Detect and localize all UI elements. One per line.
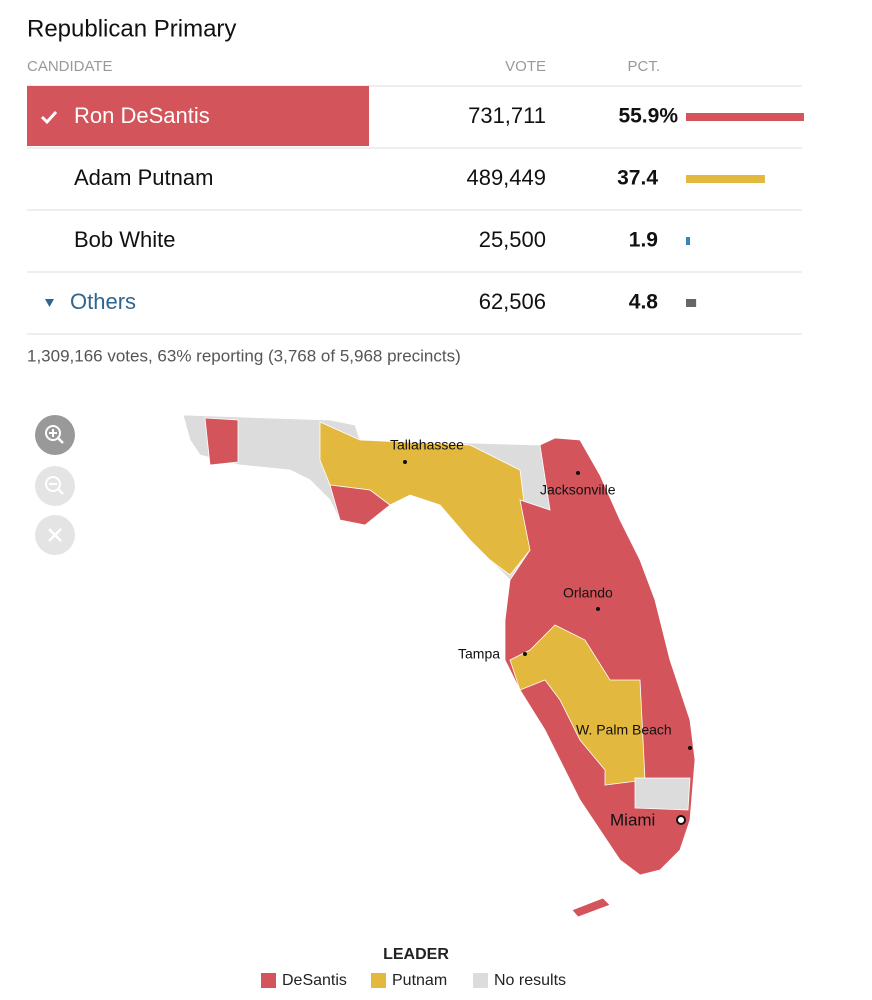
legend-title: LEADER bbox=[383, 946, 449, 963]
vote-count: 731,711 bbox=[468, 103, 546, 128]
legend-swatch bbox=[371, 973, 386, 988]
footnote: 1,309,166 votes, 63% reporting (3,768 of… bbox=[27, 346, 461, 365]
zoom-in[interactable] bbox=[35, 415, 75, 455]
pct-bar bbox=[686, 175, 765, 183]
rows: Ron DeSantis 731,711 55.9% Adam Putnam 489,4… bbox=[27, 85, 804, 335]
reset[interactable] bbox=[35, 515, 75, 555]
pct-bar bbox=[686, 113, 804, 121]
legend-label: Putnam bbox=[392, 972, 447, 989]
legend-label: No results bbox=[494, 972, 566, 989]
pct-label: 1.9 bbox=[629, 229, 658, 252]
florida-map bbox=[182, 414, 696, 918]
legend: LEADER DeSantis Putnam No results bbox=[261, 946, 566, 989]
vote-count: 62,506 bbox=[479, 289, 546, 314]
expand-arrow[interactable] bbox=[45, 299, 54, 307]
vote-count: 25,500 bbox=[479, 227, 546, 252]
legend-swatch bbox=[473, 973, 488, 988]
vote-count: 489,449 bbox=[466, 165, 546, 190]
title: Republican Primary bbox=[27, 15, 236, 42]
city-label: Miami bbox=[610, 810, 655, 829]
column-header: VOTE bbox=[505, 58, 546, 75]
candidate-name: Ron DeSantis bbox=[74, 103, 210, 128]
legend-swatch bbox=[261, 973, 276, 988]
legend-label: DeSantis bbox=[282, 972, 347, 989]
column-header: CANDIDATE bbox=[27, 58, 113, 75]
cities: Tallahassee Jacksonville Orlando Tampa W… bbox=[390, 437, 692, 829]
pct-label: 4.8 bbox=[629, 291, 659, 314]
candidate-name: Adam Putnam bbox=[74, 165, 213, 190]
city-label: Tampa bbox=[458, 646, 500, 662]
zoom-out[interactable] bbox=[35, 466, 75, 506]
city-label: Tallahassee bbox=[390, 437, 464, 453]
city-label: W. Palm Beach bbox=[576, 722, 672, 738]
column-header: PCT. bbox=[627, 58, 660, 75]
city-label: Jacksonville bbox=[540, 482, 616, 498]
pct-bar bbox=[686, 299, 697, 307]
check-icon bbox=[40, 110, 58, 125]
winner-highlight bbox=[27, 86, 369, 146]
city-label: Orlando bbox=[563, 585, 613, 601]
candidate-name: Bob White bbox=[74, 227, 176, 252]
pct-bar bbox=[686, 237, 691, 245]
pct-label: 55.9% bbox=[618, 105, 678, 128]
pct-label: 37.4 bbox=[617, 167, 658, 190]
candidate-name[interactable]: Others bbox=[70, 289, 136, 314]
